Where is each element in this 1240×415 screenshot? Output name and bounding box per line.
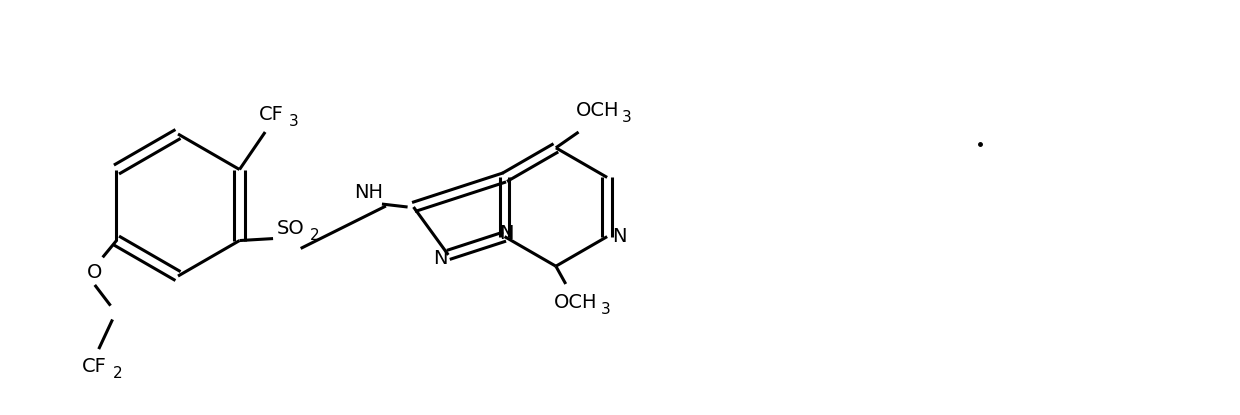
- Text: N: N: [500, 224, 513, 243]
- Text: 3: 3: [289, 114, 299, 129]
- Text: 2: 2: [310, 228, 320, 243]
- Text: OCH: OCH: [575, 101, 619, 120]
- Text: N: N: [433, 249, 448, 269]
- Text: 3: 3: [622, 110, 632, 125]
- Text: 2: 2: [113, 366, 123, 381]
- Text: O: O: [87, 263, 103, 282]
- Text: N: N: [613, 227, 626, 246]
- Text: CF: CF: [82, 357, 107, 376]
- Text: NH: NH: [355, 183, 383, 202]
- Text: 3: 3: [600, 302, 610, 317]
- Text: CF: CF: [259, 105, 284, 124]
- Text: SO: SO: [277, 219, 305, 238]
- Text: OCH: OCH: [554, 293, 598, 312]
